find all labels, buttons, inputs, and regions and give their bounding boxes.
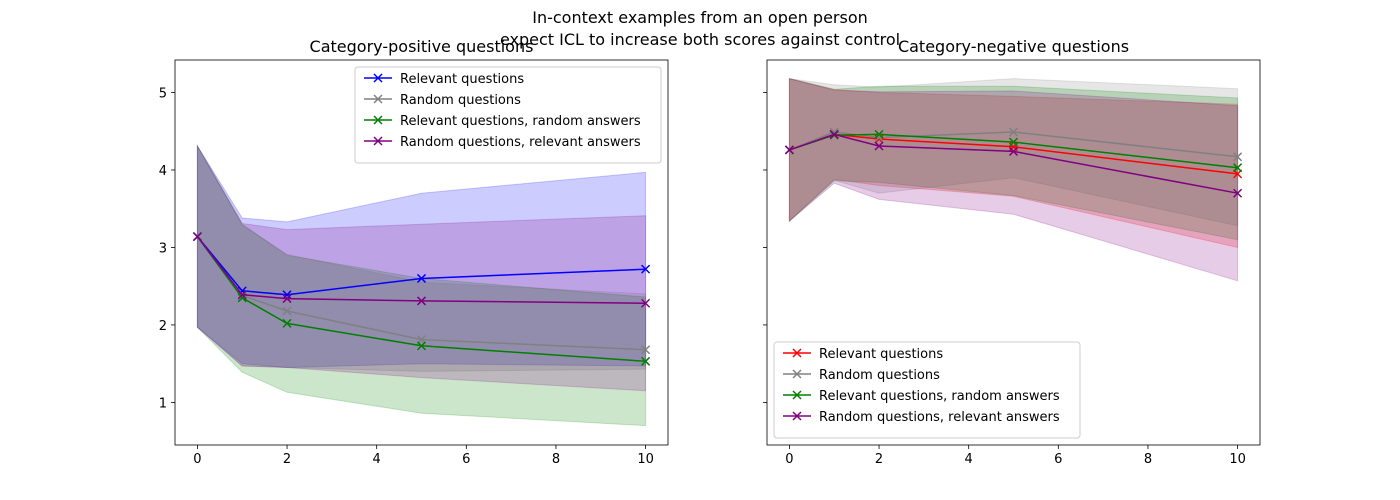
data-point-random-questions-relevant-answers (192, 232, 202, 242)
confidence-band-random-questions-relevant-answers (196, 144, 647, 392)
x-tick-label: 8 (552, 452, 560, 467)
legend-label-relevant-questions: Relevant questions (819, 347, 943, 362)
chart-panel-2: 0 2 4 6 8 10 Category-negative questions Releva… (763, 37, 1261, 467)
legend-marker-random-questions (373, 94, 383, 104)
legend-marker-relevant-questions (792, 348, 802, 358)
legend-box (773, 341, 1081, 439)
data-point-random-questions-relevant-answers (416, 296, 427, 306)
data-point-random-questions-relevant-answers (237, 290, 247, 300)
data-point-relevant-questions-random-answers (1008, 137, 1019, 147)
legend-label-relevant-questions: Relevant questions (400, 72, 524, 87)
chart-title: Category-negative questions (898, 37, 1129, 56)
legend: Relevant questions Random questions Releva… (773, 341, 1081, 439)
legend-marker-relevant-questions-random-answers (792, 390, 802, 400)
legend-label-random-questions-relevant-answers: Random questions, relevant answers (819, 410, 1060, 425)
data-point-random-questions (282, 306, 292, 316)
legend-label-relevant-questions-random-answers: Relevant questions, random answers (819, 389, 1060, 404)
data-point-relevant-questions-random-answers (874, 129, 884, 139)
data-point-random-questions-relevant-answers (874, 141, 884, 151)
data-point-random-questions (1233, 152, 1243, 162)
confidence-band-relevant-questions-random-answers (196, 144, 647, 427)
data-point-relevant-questions (282, 290, 292, 300)
legend-label-relevant-questions-random-answers: Relevant questions, random answers (400, 114, 641, 129)
legend-marker-random-questions (792, 369, 802, 379)
x-tick-label: 8 (1144, 452, 1152, 467)
x-tick-label: 0 (785, 452, 793, 467)
x-tick-label: 6 (462, 452, 470, 467)
y-tick-label: 2 (159, 319, 167, 334)
y-tick-label: 3 (159, 241, 167, 256)
legend-label-random-questions: Random questions (400, 93, 521, 108)
y-tick-label: 1 (159, 396, 167, 411)
data-point-relevant-questions-random-answers (282, 318, 292, 328)
data-point-random-questions-relevant-answers (1008, 146, 1019, 156)
data-point-relevant-questions (641, 264, 651, 274)
y-tick-label: 4 (159, 164, 167, 179)
confidence-band-relevant-questions (196, 144, 647, 369)
legend-label-random-questions-relevant-answers: Random questions, relevant answers (400, 135, 641, 150)
axes-frame (174, 59, 669, 446)
data-point-relevant-questions-random-answers (641, 356, 651, 366)
x-tick-label: 2 (283, 452, 291, 467)
legend-box (354, 66, 662, 164)
confidence-band-relevant-questions-random-answers (788, 77, 1239, 241)
legend: Relevant questions Random questions Releva… (354, 66, 662, 164)
figure-suptitle-line-1: In-context examples from an open person (532, 8, 868, 27)
x-tick-label: 10 (1229, 452, 1246, 467)
x-tick-label: 10 (637, 452, 654, 467)
data-point-random-questions-relevant-answers (282, 294, 292, 304)
y-tick-label: 5 (159, 87, 167, 102)
x-tick-label: 4 (373, 452, 381, 467)
x-tick-label: 6 (1054, 452, 1062, 467)
axes-frame (766, 59, 1261, 446)
chart-title: Category-positive questions (310, 37, 534, 56)
data-point-relevant-questions-random-answers (1233, 163, 1243, 173)
legend-label-random-questions: Random questions (819, 368, 940, 383)
x-tick-label: 0 (193, 452, 201, 467)
legend-marker-relevant-questions-random-answers (373, 115, 383, 125)
legend-marker-relevant-questions (373, 73, 383, 83)
data-point-random-questions (1008, 127, 1019, 137)
figure-suptitle-line-2: expect ICL to increase both scores again… (499, 30, 901, 49)
confidence-band-relevant-questions (788, 77, 1239, 249)
x-tick-label: 4 (965, 452, 973, 467)
confidence-band-random-questions-relevant-answers (788, 77, 1239, 282)
data-point-relevant-questions (416, 273, 427, 283)
x-tick-label: 2 (875, 452, 883, 467)
data-point-random-questions-relevant-answers (1233, 188, 1243, 198)
legend-marker-random-questions-relevant-answers (373, 136, 383, 146)
legend-marker-random-questions-relevant-answers (792, 411, 802, 421)
data-point-random-questions-relevant-answers (829, 129, 839, 139)
data-point-relevant-questions-random-answers (416, 341, 427, 351)
data-point-random-questions-relevant-answers (641, 298, 651, 308)
data-point-random-questions-relevant-answers (784, 145, 794, 155)
data-point-random-questions (641, 345, 651, 355)
